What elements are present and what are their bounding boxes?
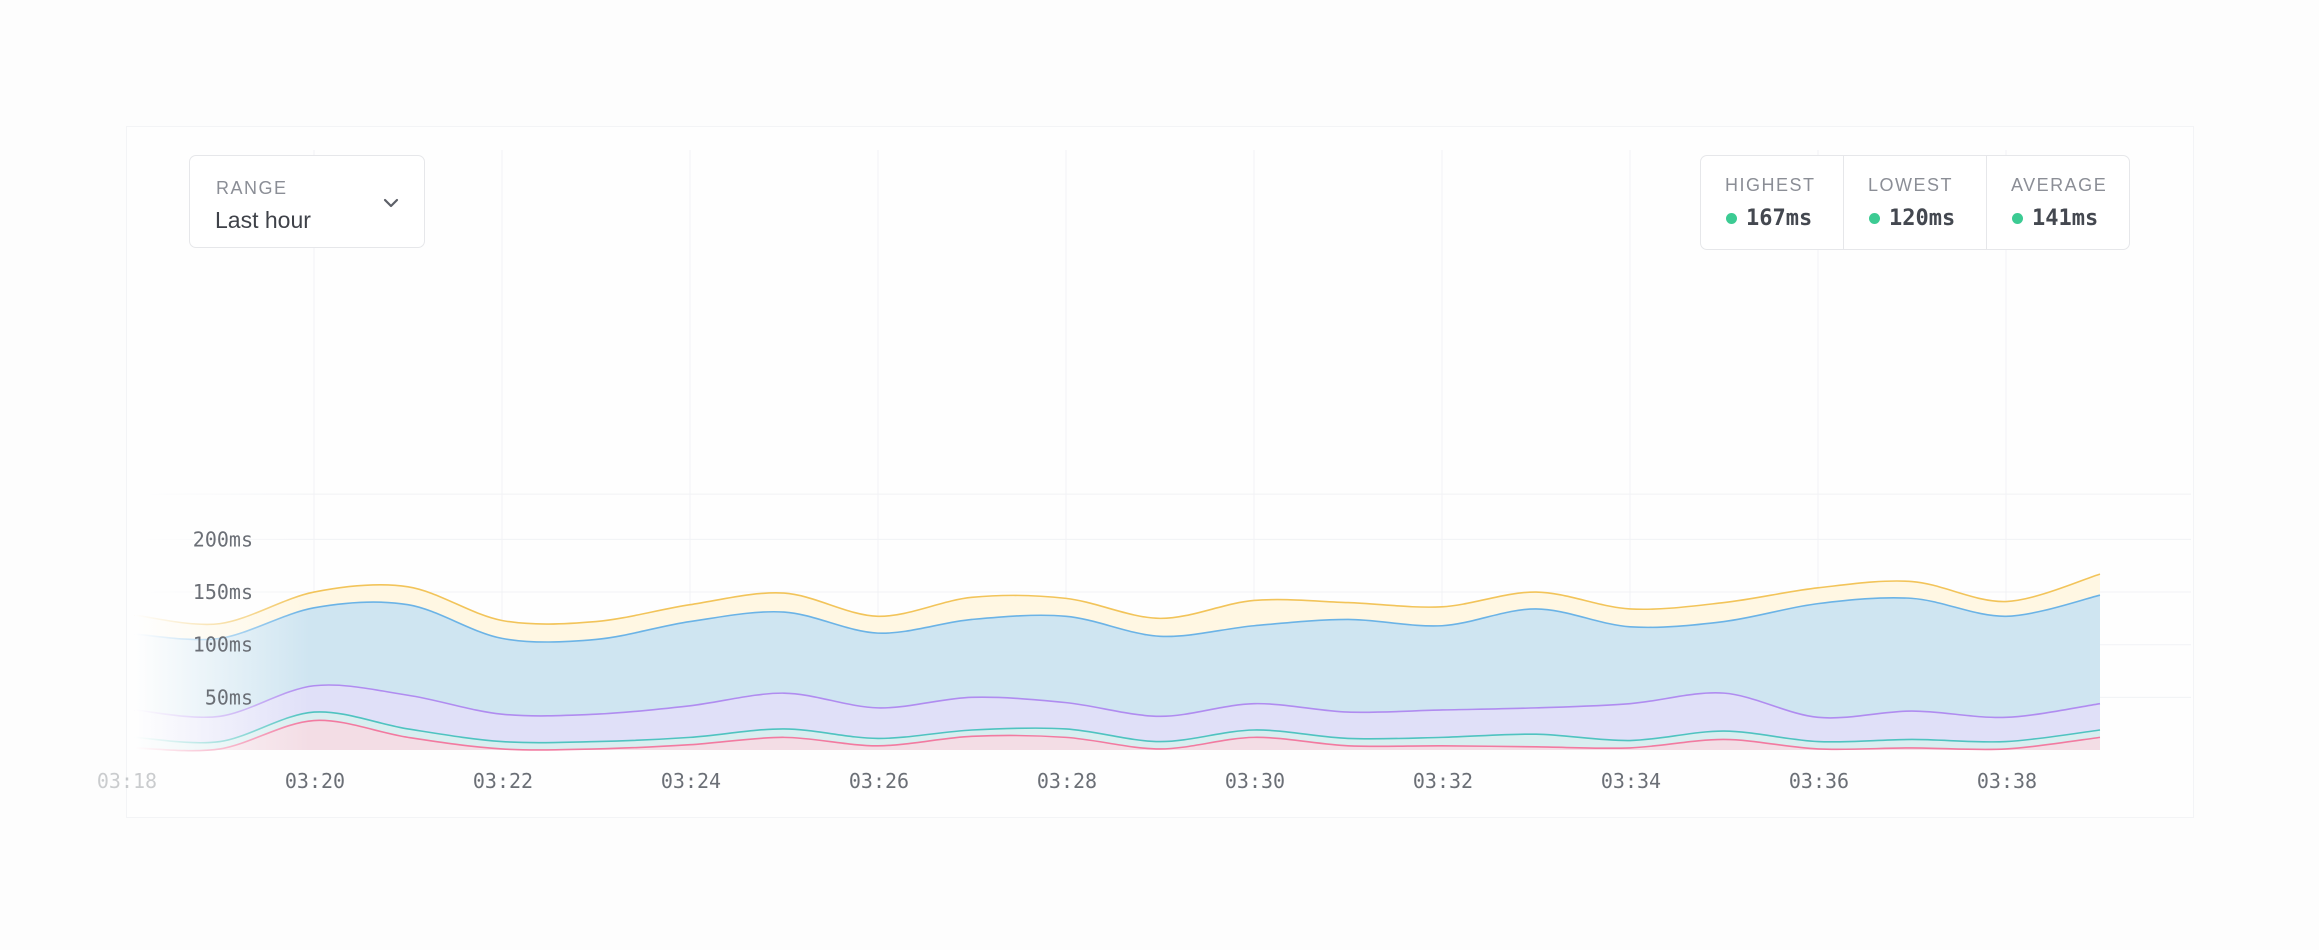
x-tick-label: 03:34 (1601, 769, 1661, 793)
x-axis: 03:18 03:20 03:22 03:24 03:26 03:28 03:30 03:32… (97, 769, 2037, 793)
status-dot-icon (2012, 213, 2023, 224)
range-label: RANGE (216, 178, 288, 198)
series-4-line (134, 594, 2101, 643)
status-dot-icon (1869, 213, 1880, 224)
stat-label: AVERAGE (2011, 175, 2108, 195)
y-tick-label: 100ms (193, 633, 253, 657)
y-axis: 50ms 100ms 150ms 200ms (193, 527, 253, 709)
stats-panel: HIGHEST 167ms LOWEST 120ms AVERAGE 141ms (1700, 155, 2130, 250)
series-3-line (134, 684, 2101, 719)
x-tick-label: 03:26 (849, 769, 909, 793)
x-tick-label: 03:32 (1413, 769, 1473, 793)
x-tick-label: 03:36 (1789, 769, 1849, 793)
stat-value: 167ms (1746, 206, 1813, 231)
y-tick-label: 50ms (205, 685, 253, 709)
stat-label: LOWEST (1868, 175, 1954, 195)
stat-average: AVERAGE 141ms (1986, 156, 2129, 249)
x-tick-label: 03:20 (285, 769, 345, 793)
series-1-area (135, 720, 2100, 751)
y-tick-label: 150ms (193, 580, 253, 604)
x-tick-label: 03:28 (1037, 769, 1097, 793)
x-tick-label: 03:24 (661, 769, 721, 793)
left-fade-overlay (135, 400, 310, 752)
x-tick-label: 03:30 (1225, 769, 1285, 793)
x-tick-label: 03:18 (97, 769, 157, 793)
chevron-down-icon (383, 198, 399, 208)
x-tick-label: 03:22 (473, 769, 533, 793)
range-value: Last hour (215, 207, 311, 233)
y-tick-label: 200ms (193, 527, 253, 551)
series-2-line (134, 711, 2101, 744)
series-5-line (134, 573, 2101, 626)
stat-lowest: LOWEST 120ms (1843, 156, 1986, 249)
stat-value: 141ms (2032, 206, 2099, 231)
range-select[interactable]: RANGE Last hour (189, 155, 425, 248)
stat-value: 120ms (1889, 206, 1956, 231)
status-dot-icon (1726, 213, 1737, 224)
area-series (134, 573, 2101, 752)
x-tick-label: 03:38 (1977, 769, 2037, 793)
stat-label: HIGHEST (1725, 175, 1816, 195)
series-3-area (135, 684, 2100, 750)
stat-highest: HIGHEST 167ms (1701, 156, 1843, 249)
series-1-line (134, 719, 2101, 752)
